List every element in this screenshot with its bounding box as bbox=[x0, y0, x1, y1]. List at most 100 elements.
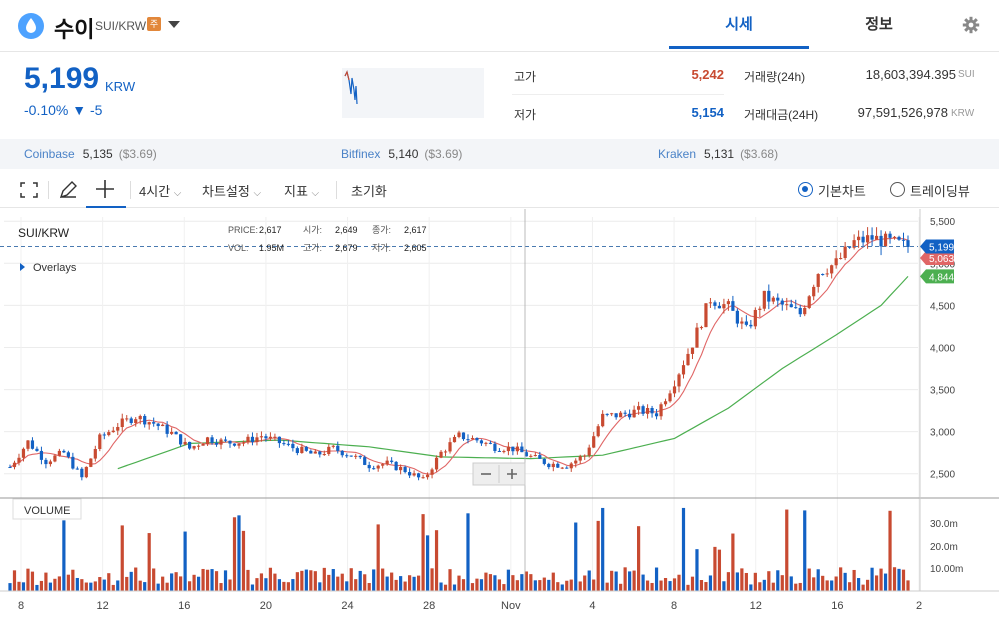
candle-body bbox=[255, 437, 259, 443]
candle-body bbox=[470, 438, 475, 440]
candle-body bbox=[601, 413, 605, 427]
candle-body bbox=[812, 286, 816, 297]
volume-bar bbox=[120, 525, 124, 591]
x-tick-label: 8 bbox=[671, 600, 677, 612]
volume-bar bbox=[479, 579, 484, 591]
volume-bar bbox=[475, 578, 479, 591]
candle-body bbox=[201, 444, 205, 446]
volume-bar bbox=[879, 568, 883, 591]
x-tick-label: Nov bbox=[501, 600, 521, 612]
volume-bar bbox=[641, 574, 645, 591]
volume-bar bbox=[731, 533, 735, 591]
candle-body bbox=[874, 235, 879, 240]
gear-icon[interactable] bbox=[962, 16, 980, 39]
volume-bar bbox=[596, 520, 600, 591]
volume-bar bbox=[542, 577, 546, 591]
interval-dropdown[interactable]: 4시간 ⌵ bbox=[139, 181, 181, 200]
toolbar-divider bbox=[336, 181, 337, 199]
basic-chart-label[interactable]: 기본차트 bbox=[818, 184, 866, 199]
volume-bar bbox=[205, 569, 210, 591]
candle-body bbox=[26, 440, 30, 449]
candle-body bbox=[425, 474, 430, 478]
low-label: 저가 bbox=[514, 108, 537, 122]
candle-body bbox=[152, 422, 156, 424]
volume-bar bbox=[394, 579, 398, 591]
volume-bar bbox=[906, 580, 910, 591]
volume-bar bbox=[138, 580, 142, 591]
candle-body bbox=[637, 406, 641, 410]
volume-bar bbox=[650, 582, 654, 591]
volume-bar bbox=[637, 526, 641, 591]
basic-chart-radio[interactable] bbox=[798, 182, 813, 197]
chart-settings-label: 차트설정 bbox=[202, 184, 250, 199]
volume-bar bbox=[816, 569, 820, 591]
candle-body bbox=[39, 450, 44, 460]
candle-body bbox=[834, 258, 838, 266]
exchange-bitfinex[interactable]: Bitfinex 5,140 ($3.69) bbox=[341, 147, 462, 161]
x-tick-label: 4 bbox=[589, 600, 595, 612]
candle-body bbox=[722, 304, 726, 309]
pencil-icon[interactable] bbox=[58, 180, 78, 203]
price-chart[interactable]: 5,5005,0004,5004,0003,5003,0002,50081216… bbox=[0, 209, 999, 626]
exchange-price: 5,135 bbox=[82, 147, 113, 161]
candle-body bbox=[250, 436, 255, 443]
tradingview-radio[interactable] bbox=[890, 182, 905, 197]
volume-bar bbox=[439, 582, 443, 591]
candle-body bbox=[170, 431, 174, 434]
zoom-in-icon[interactable] bbox=[507, 469, 517, 479]
volume-bar bbox=[848, 582, 852, 591]
candle-body bbox=[497, 450, 502, 452]
candle-body bbox=[789, 304, 793, 308]
volume-bar bbox=[107, 573, 111, 591]
candle-body bbox=[892, 236, 897, 238]
legend-value: 2,617 bbox=[404, 225, 427, 235]
candle-body bbox=[327, 446, 331, 455]
overlays-toggle-icon[interactable] bbox=[20, 263, 25, 271]
candle-body bbox=[196, 445, 201, 447]
tab-info[interactable]: 정보 bbox=[865, 16, 893, 33]
candle-body bbox=[408, 472, 412, 476]
change-abs: ▼ -5 bbox=[72, 102, 103, 118]
exchange-coinbase[interactable]: Coinbase 5,135 ($3.69) bbox=[24, 147, 157, 161]
volume-bar bbox=[291, 579, 295, 591]
candle-body bbox=[538, 455, 542, 459]
legend-label: 저가: bbox=[372, 243, 391, 253]
volume-bar bbox=[470, 583, 475, 591]
candle-body bbox=[376, 465, 380, 469]
candle-body bbox=[843, 246, 847, 259]
volume-bar bbox=[610, 570, 614, 591]
volume-bar bbox=[605, 582, 609, 591]
tab-quote[interactable]: 시세 bbox=[669, 0, 809, 49]
coin-dropdown-icon[interactable] bbox=[168, 21, 180, 28]
volume-bar bbox=[569, 579, 573, 591]
reset-button[interactable]: 초기화 bbox=[351, 184, 387, 199]
volume-bar bbox=[713, 546, 717, 591]
crosshair-icon[interactable] bbox=[95, 179, 115, 202]
candle-body bbox=[785, 304, 789, 306]
volume-bar bbox=[416, 575, 421, 591]
y-tick-label: 3,000 bbox=[930, 428, 955, 439]
tradingview-label[interactable]: 트레이딩뷰 bbox=[910, 184, 970, 199]
exchange-kraken[interactable]: Kraken 5,131 ($3.68) bbox=[658, 147, 778, 161]
volume-bar bbox=[143, 582, 147, 591]
candle-body bbox=[758, 308, 762, 310]
legend-value: 1.95M bbox=[259, 243, 284, 253]
fullscreen-icon[interactable] bbox=[20, 182, 38, 201]
candle-body bbox=[448, 442, 452, 452]
chevron-down-icon: ⌵ bbox=[311, 188, 320, 199]
candle-body bbox=[188, 441, 192, 449]
volume-bar bbox=[681, 507, 686, 591]
sparkline bbox=[342, 68, 484, 118]
volume-bar bbox=[313, 571, 317, 591]
candle-body bbox=[565, 467, 569, 469]
candle-body bbox=[542, 458, 546, 464]
exchange-price: 5,131 bbox=[704, 147, 735, 161]
legend-label: PRICE: bbox=[228, 225, 258, 235]
candle-body bbox=[848, 246, 852, 248]
candle-body bbox=[663, 401, 668, 405]
volume-bar bbox=[821, 575, 825, 591]
indicators-dropdown[interactable]: 지표 ⌵ bbox=[284, 181, 319, 200]
chart-settings-dropdown[interactable]: 차트설정 ⌵ bbox=[202, 181, 261, 200]
candle-body bbox=[17, 457, 21, 463]
candle-body bbox=[192, 446, 196, 449]
